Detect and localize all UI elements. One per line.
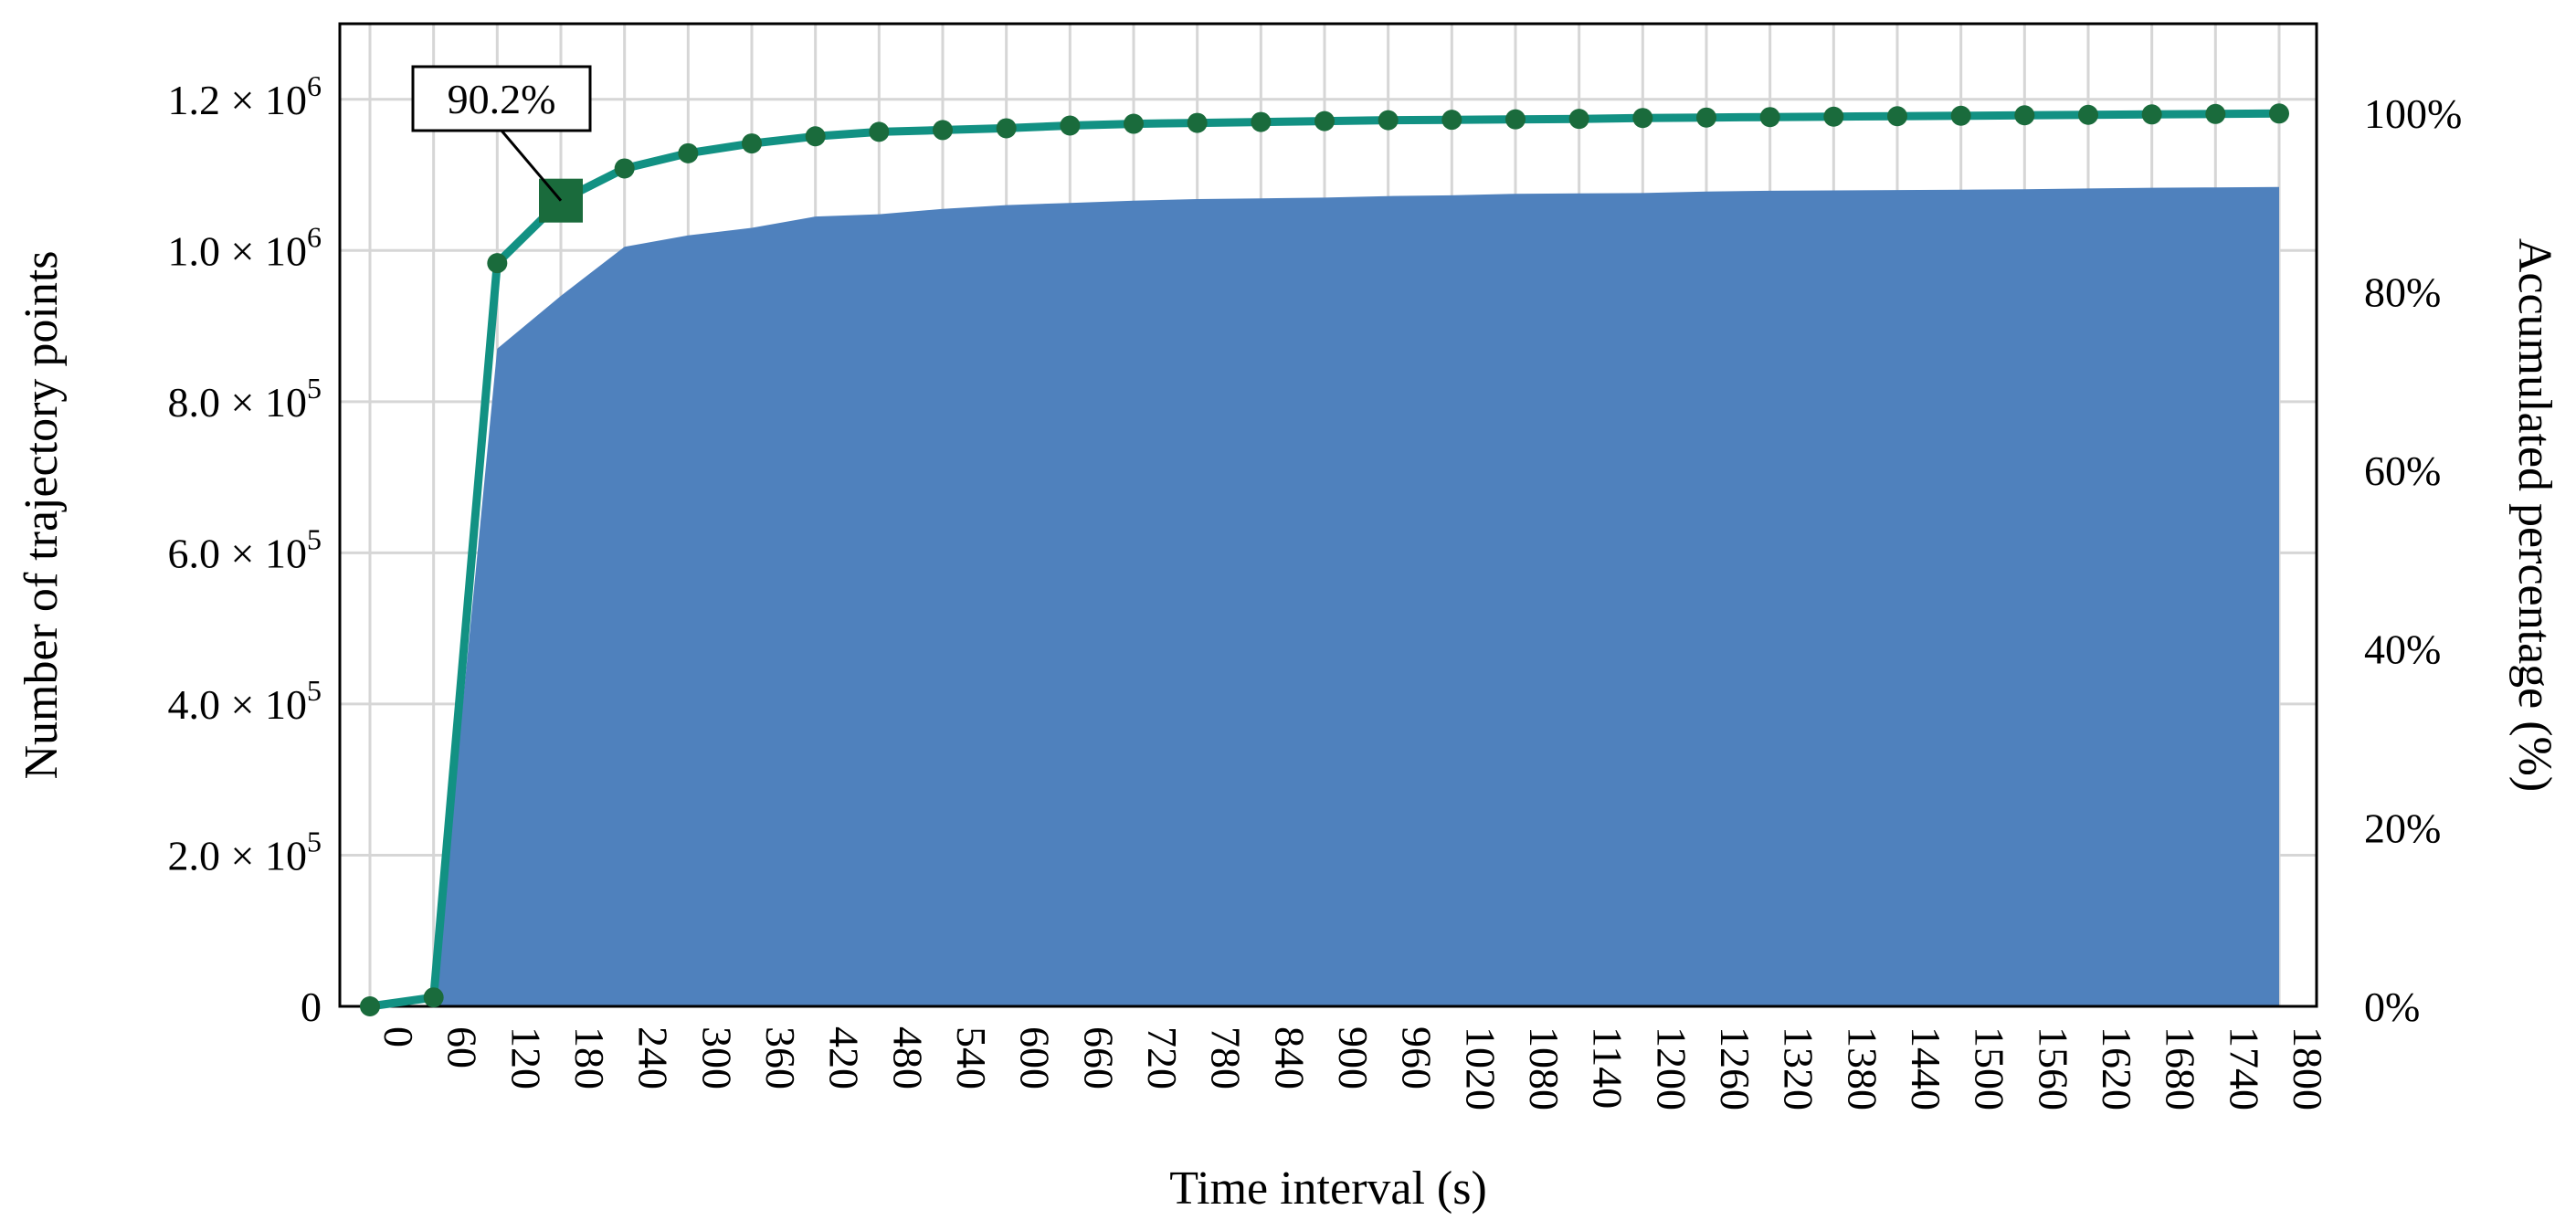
- x-tick-label: 1080: [1521, 1026, 1568, 1110]
- y-tick-labels: 0 2.0 × 105 4.0 × 105 6.0 × 105 8.0 × 105 1.0…: [168, 69, 322, 1030]
- y2-tick-label: 20%: [2364, 805, 2441, 851]
- line-point: [487, 253, 508, 274]
- x-tick-label: 180: [566, 1026, 613, 1089]
- line-point: [1441, 110, 1462, 131]
- x-tick-labels: 0 60 120 180 240 300 360 420 480 540 600 660 720 780 8…: [375, 1026, 2331, 1110]
- plot-frame: [338, 22, 2318, 1008]
- line-point: [678, 142, 699, 163]
- line-point: [2269, 103, 2289, 124]
- x-tick-label: 420: [821, 1026, 868, 1089]
- line-point: [1887, 106, 1907, 127]
- y2-tick-label: 0%: [2364, 984, 2420, 1030]
- x-tick-label: 120: [502, 1026, 549, 1089]
- y2-axis-title: Accumulated percentage (%): [2508, 238, 2560, 792]
- y-tick-label: 1.2 × 106: [168, 69, 322, 123]
- line-point: [1378, 110, 1399, 131]
- line-point: [933, 120, 953, 141]
- annotation-leader: [500, 130, 563, 202]
- x-tick-label: 720: [1139, 1026, 1186, 1089]
- y-tick-label: 2.0 × 105: [168, 825, 322, 879]
- x-axis-title: Time interval (s): [1169, 1163, 1487, 1215]
- line-point: [742, 133, 762, 154]
- x-tick-label: 900: [1330, 1026, 1377, 1089]
- annotation-label: 90.2%: [448, 76, 556, 122]
- x-tick-label: 1680: [2158, 1026, 2204, 1110]
- x-tick-label: 840: [1266, 1026, 1313, 1089]
- line-point: [1124, 113, 1144, 134]
- x-tick-label: 1560: [2030, 1026, 2076, 1110]
- line-point: [1759, 107, 1780, 128]
- line-point: [1187, 112, 1208, 133]
- frame-layer: [338, 22, 2318, 1008]
- y-tick-label: 0: [301, 984, 322, 1030]
- x-tick-label: 0: [375, 1026, 422, 1047]
- line-point: [1060, 115, 1081, 136]
- y-tick-label: 1.0 × 106: [168, 220, 322, 274]
- x-tick-label: 60: [439, 1026, 486, 1068]
- x-tick-label: 540: [948, 1026, 995, 1089]
- x-tick-label: 1740: [2221, 1026, 2267, 1110]
- line-point: [614, 158, 635, 179]
- line-point: [2141, 104, 2162, 125]
- line-point: [423, 987, 444, 1008]
- line-point: [1950, 105, 1971, 126]
- line-point: [2205, 103, 2226, 124]
- line-layer: [360, 103, 2289, 1016]
- x-tick-label: 960: [1394, 1026, 1441, 1089]
- line-point: [805, 126, 826, 147]
- x-tick-label: 300: [693, 1026, 740, 1089]
- y-tick-label: 8.0 × 105: [168, 372, 322, 426]
- y-tick-label: 6.0 × 105: [168, 522, 322, 576]
- x-tick-label: 1380: [1839, 1026, 1885, 1110]
- line-point: [1632, 108, 1653, 129]
- x-tick-label: 1260: [1712, 1026, 1758, 1110]
- line-point: [1314, 110, 1335, 132]
- x-tick-label: 600: [1012, 1026, 1059, 1089]
- y2-tick-labels: 0% 20% 40% 60% 80% 100%: [2364, 90, 2462, 1030]
- line-point: [996, 118, 1017, 139]
- x-tick-label: 480: [884, 1026, 931, 1089]
- x-tick-label: 660: [1075, 1026, 1122, 1089]
- line-point: [869, 121, 890, 142]
- x-tick-label: 1620: [2094, 1026, 2140, 1110]
- line-point: [1696, 107, 1716, 128]
- x-tick-label: 1320: [1776, 1026, 1822, 1110]
- line-point: [2078, 104, 2098, 125]
- annotation-box: [411, 65, 592, 132]
- x-tick-label: 360: [757, 1026, 804, 1089]
- x-tick-label: 1800: [2285, 1026, 2331, 1110]
- x-tick-label: 1200: [1648, 1026, 1694, 1110]
- line-point: [2014, 105, 2035, 126]
- x-tick-label: 1500: [1967, 1026, 2013, 1110]
- line-point: [1568, 109, 1589, 130]
- trajectory-points-area: [370, 186, 2279, 1007]
- area-layer: [370, 186, 2279, 1007]
- line-point: [1823, 106, 1844, 127]
- y2-tick-label: 80%: [2364, 268, 2441, 315]
- line-point: [360, 996, 380, 1016]
- x-tick-label: 1020: [1457, 1026, 1504, 1110]
- x-tick-label: 780: [1203, 1026, 1250, 1089]
- y-tick-label: 4.0 × 105: [168, 674, 322, 728]
- y2-tick-label: 100%: [2364, 90, 2462, 137]
- x-tick-label: 1440: [1903, 1026, 1949, 1110]
- x-tick-label: 1140: [1585, 1026, 1631, 1109]
- line-point: [1251, 111, 1272, 132]
- y2-tick-label: 60%: [2364, 447, 2441, 494]
- line-point: [1505, 109, 1526, 130]
- x-tick-label: 240: [630, 1026, 677, 1089]
- annotation-layer: 90.2%: [411, 65, 592, 202]
- y-axis-title: Number of trajectory points: [16, 250, 68, 779]
- y2-tick-label: 40%: [2364, 626, 2441, 673]
